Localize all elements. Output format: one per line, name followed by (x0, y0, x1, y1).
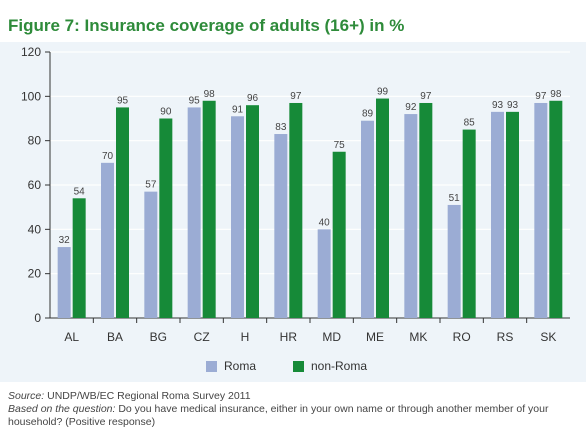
data-label: 97 (290, 91, 302, 102)
question-text: Do you have medical insurance, either in… (8, 403, 549, 428)
legend-item-non-roma: non-Roma (293, 359, 367, 373)
bar-roma-rs (491, 111, 504, 318)
x-tick-label: CZ (194, 330, 210, 344)
bar-roma-me (361, 120, 374, 318)
data-label: 51 (449, 193, 461, 204)
data-label: 98 (550, 89, 562, 100)
data-label: 57 (145, 180, 157, 191)
data-label: 91 (232, 104, 244, 115)
x-tick-label: AL (64, 330, 79, 344)
x-tick-label: MK (409, 330, 427, 344)
bar-roma-h (231, 116, 244, 319)
data-label: 93 (492, 100, 504, 111)
data-label: 92 (405, 102, 417, 113)
data-label: 95 (189, 95, 201, 106)
bar-roma-bg (144, 191, 158, 318)
x-tick-label: BG (150, 330, 167, 344)
chart-title: Figure 7: Insurance coverage of adults (… (8, 16, 404, 36)
x-tick-label: BA (107, 330, 123, 344)
bar-non-roma-me (376, 98, 389, 318)
data-label: 95 (117, 95, 129, 106)
bar-roma-md (317, 229, 331, 318)
x-tick-label: RS (497, 330, 514, 344)
data-label: 93 (507, 100, 519, 111)
data-label: 75 (334, 140, 346, 151)
data-label: 83 (275, 122, 287, 133)
y-tick-label: 100 (21, 89, 41, 103)
data-label: 97 (535, 91, 547, 102)
bar-non-roma-al (72, 198, 86, 318)
legend-label-non-roma: non-Roma (311, 359, 368, 373)
data-label: 70 (102, 151, 114, 162)
bar-roma-sk (534, 102, 548, 318)
source-note: Source: UNDP/WB/EC Regional Roma Survey … (8, 390, 578, 403)
legend: Roma non-Roma (0, 355, 586, 377)
data-label: 85 (464, 118, 476, 129)
data-label: 96 (247, 93, 259, 104)
bar-roma-al (57, 247, 71, 318)
x-tick-label: SK (540, 330, 556, 344)
bar-non-roma-h (246, 105, 259, 318)
legend-swatch-non-roma (293, 360, 304, 372)
legend-swatch-roma (206, 360, 217, 372)
legend-item-roma: Roma (206, 359, 256, 373)
bar-non-roma-sk (549, 100, 563, 318)
bar-non-roma-mk (419, 102, 433, 318)
legend-label-roma: Roma (224, 359, 257, 373)
y-tick-label: 40 (28, 222, 42, 236)
bar-roma-cz (187, 107, 201, 319)
figure-label: Figure 7: (8, 16, 80, 35)
question-label: Based on the question: (8, 403, 116, 415)
data-label: 32 (59, 235, 71, 246)
source-label: Source: (8, 390, 45, 402)
y-tick-label: 0 (34, 311, 41, 325)
bar-non-roma-bg (159, 118, 173, 318)
x-tick-label: ME (366, 330, 384, 344)
title-text: Insurance coverage of adults (16+) in % (84, 16, 405, 35)
data-label: 40 (319, 217, 331, 228)
x-tick-label: HR (280, 330, 298, 344)
source-text: UNDP/WB/EC Regional Roma Survey 2011 (44, 390, 251, 402)
data-label: 98 (204, 89, 216, 100)
data-label: 90 (160, 107, 172, 118)
chart-area: 0 20 40 60 80 100 120 32 54 AL 70 95 BA 57 90 BG 95 98 CZ 9… (0, 42, 586, 382)
y-tick-label: 60 (28, 178, 42, 192)
bar-roma-hr (274, 134, 288, 318)
bar-roma-mk (404, 114, 418, 318)
data-label: 54 (74, 186, 86, 197)
question-note: Based on the question: Do you have medic… (8, 403, 578, 429)
bar-roma-ro (447, 204, 461, 318)
y-tick-label: 20 (28, 267, 42, 281)
bar-chart: 0204060801001203254AL7095BA5790BG9598CZ9… (21, 45, 570, 344)
y-tick-label: 120 (21, 45, 41, 59)
bar-non-roma-cz (202, 100, 216, 318)
bar-roma-ba (101, 162, 114, 318)
x-tick-label: RO (453, 330, 471, 344)
x-tick-label: MD (322, 330, 341, 344)
bar-non-roma-ro (462, 129, 476, 318)
data-label: 89 (362, 109, 374, 120)
data-label: 99 (377, 87, 389, 98)
bar-non-roma-hr (289, 102, 303, 318)
bar-non-roma-ba (116, 107, 129, 319)
footnotes: Source: UNDP/WB/EC Regional Roma Survey … (8, 390, 578, 429)
y-tick-label: 80 (28, 134, 42, 148)
bar-non-roma-md (332, 151, 346, 318)
data-label: 97 (420, 91, 432, 102)
bar-non-roma-rs (506, 111, 519, 318)
x-tick-label: H (241, 330, 250, 344)
